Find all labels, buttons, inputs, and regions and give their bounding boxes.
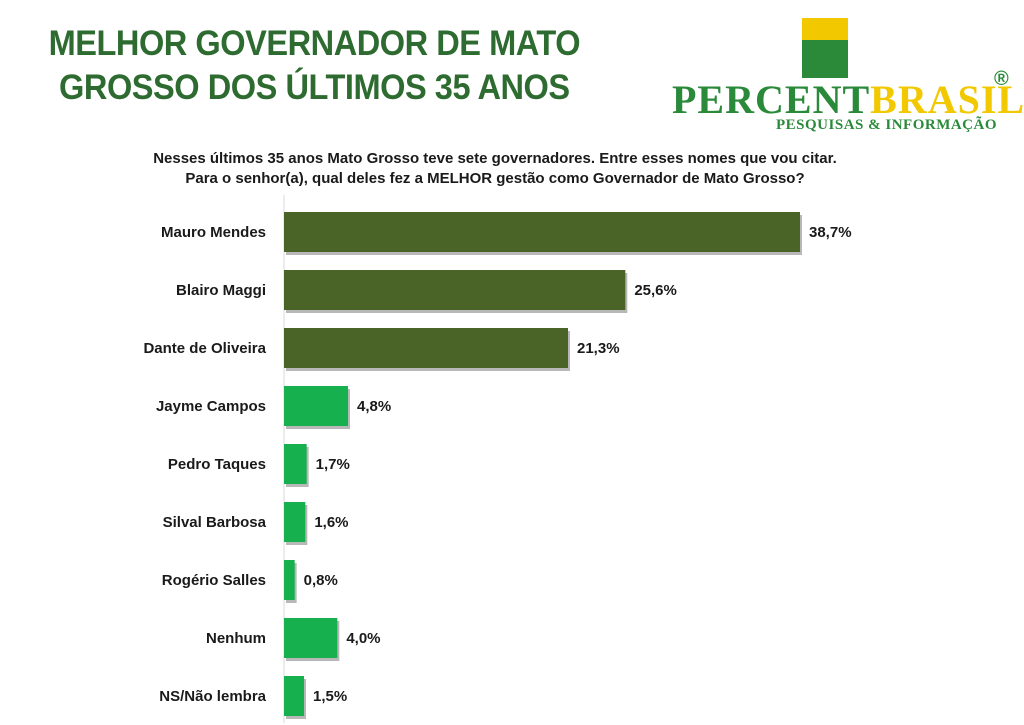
data-label: 38,7% [809, 224, 852, 241]
category-label: Dante de Oliveira [143, 340, 266, 357]
category-label: Silval Barbosa [163, 514, 267, 531]
survey-question: Nesses últimos 35 anos Mato Grosso teve … [120, 149, 870, 189]
data-label: 21,3% [577, 340, 620, 357]
data-label: 0,8% [304, 572, 338, 589]
category-label: Rogério Salles [162, 572, 266, 589]
category-label: Jayme Campos [156, 398, 266, 415]
title-line-1: MELHOR GOVERNADOR DE MATO [48, 24, 581, 63]
data-label: 4,8% [357, 398, 391, 415]
bar-4 [284, 444, 307, 484]
logo-wordmark: PERCENTBRASIL [672, 76, 1024, 123]
category-label: Nenhum [206, 630, 266, 647]
category-label: Pedro Taques [168, 456, 266, 473]
page-title: MELHOR GOVERNADOR DE MATO GROSSO DOS ÚLT… [40, 22, 589, 110]
category-label: Mauro Mendes [161, 224, 266, 241]
question-line-2: Para o senhor(a), qual deles fez a MELHO… [185, 170, 805, 187]
logo-name-part1: PERCENT [672, 77, 871, 122]
bar-3 [284, 386, 348, 426]
bar-7 [284, 618, 338, 658]
title-line-2: GROSSO DOS ÚLTIMOS 35 ANOS [59, 68, 570, 107]
category-label: NS/Não lembra [159, 688, 266, 705]
bar-8 [284, 676, 304, 716]
percentbrasil-logo: PERCENTBRASIL ® PESQUISAS & INFORMAÇÃO [672, 18, 1024, 138]
bar-6 [284, 560, 295, 600]
bar-5 [284, 502, 306, 542]
bar-2 [284, 328, 568, 368]
logo-tagline: PESQUISAS & INFORMAÇÃO [776, 117, 998, 133]
data-label: 1,5% [313, 688, 347, 705]
logo-name-part2: BRASIL [870, 77, 1024, 122]
question-line-1: Nesses últimos 35 anos Mato Grosso teve … [153, 150, 837, 167]
bar-0 [284, 212, 800, 252]
category-label: Blairo Maggi [176, 282, 266, 299]
data-label: 1,6% [314, 514, 348, 531]
logo-flag-icon [802, 18, 848, 78]
bar-1 [284, 270, 626, 310]
registered-mark: ® [994, 68, 1009, 90]
data-label: 25,6% [634, 282, 677, 299]
bar-chart: Mauro Mendes 38,7% Blairo Maggi 25,6% Dante … [143, 195, 852, 723]
data-label: 1,7% [316, 456, 350, 473]
data-label: 4,0% [346, 630, 380, 647]
